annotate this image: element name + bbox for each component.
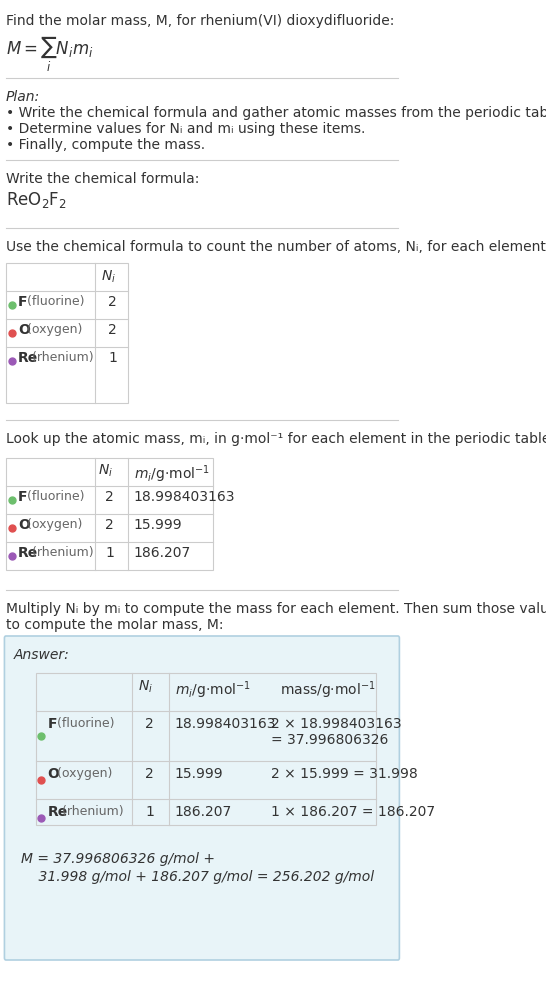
Bar xyxy=(35,673,376,825)
Text: $N_i$: $N_i$ xyxy=(138,679,152,696)
Text: F: F xyxy=(18,295,27,309)
Text: Re: Re xyxy=(48,805,68,819)
Text: 2 × 18.998403163: 2 × 18.998403163 xyxy=(271,717,401,731)
Text: 186.207: 186.207 xyxy=(134,546,191,560)
Text: O: O xyxy=(48,767,59,781)
Text: (oxygen): (oxygen) xyxy=(23,323,82,336)
Text: 1: 1 xyxy=(108,351,117,365)
Text: F: F xyxy=(18,490,27,504)
Text: Re: Re xyxy=(18,546,38,560)
Text: 18.998403163: 18.998403163 xyxy=(134,490,235,504)
Text: Write the chemical formula:: Write the chemical formula: xyxy=(6,172,199,186)
Text: 18.998403163: 18.998403163 xyxy=(175,717,276,731)
Text: Multiply Nᵢ by mᵢ to compute the mass for each element. Then sum those values: Multiply Nᵢ by mᵢ to compute the mass fo… xyxy=(6,602,546,616)
Text: O: O xyxy=(18,323,29,337)
Text: (fluorine): (fluorine) xyxy=(23,490,85,503)
Bar xyxy=(6,263,128,403)
Text: $N_i$: $N_i$ xyxy=(100,269,116,286)
Text: $N_i$: $N_i$ xyxy=(98,463,114,479)
Text: • Determine values for Nᵢ and mᵢ using these items.: • Determine values for Nᵢ and mᵢ using t… xyxy=(6,122,365,136)
Text: 1: 1 xyxy=(145,805,154,819)
Text: $m_i$/g·mol$^{-1}$: $m_i$/g·mol$^{-1}$ xyxy=(175,679,251,700)
Text: Answer:: Answer: xyxy=(13,648,69,662)
Text: 2: 2 xyxy=(105,518,114,532)
Text: $M = \sum_i N_i m_i$: $M = \sum_i N_i m_i$ xyxy=(6,34,93,74)
Text: 31.998 g/mol + 186.207 g/mol = 256.202 g/mol: 31.998 g/mol + 186.207 g/mol = 256.202 g… xyxy=(21,870,374,884)
Text: (fluorine): (fluorine) xyxy=(23,295,85,308)
Bar xyxy=(6,458,213,570)
Text: to compute the molar mass, M:: to compute the molar mass, M: xyxy=(6,618,223,632)
Text: Look up the atomic mass, mᵢ, in g·mol⁻¹ for each element in the periodic table:: Look up the atomic mass, mᵢ, in g·mol⁻¹ … xyxy=(6,432,546,446)
Text: 186.207: 186.207 xyxy=(175,805,232,819)
Text: F: F xyxy=(48,717,57,731)
Text: 15.999: 15.999 xyxy=(175,767,223,781)
Text: O: O xyxy=(18,518,29,532)
FancyBboxPatch shape xyxy=(4,636,399,960)
Text: mass/g·mol$^{-1}$: mass/g·mol$^{-1}$ xyxy=(280,679,375,700)
Text: Use the chemical formula to count the number of atoms, Nᵢ, for each element:: Use the chemical formula to count the nu… xyxy=(6,240,546,254)
Text: Re: Re xyxy=(18,351,38,365)
Text: (rhenium): (rhenium) xyxy=(28,351,94,364)
Text: 15.999: 15.999 xyxy=(134,518,182,532)
Text: • Write the chemical formula and gather atomic masses from the periodic table.: • Write the chemical formula and gather … xyxy=(6,106,546,120)
Text: M = 37.996806326 g/mol +: M = 37.996806326 g/mol + xyxy=(21,852,215,866)
Text: 1 × 186.207 = 186.207: 1 × 186.207 = 186.207 xyxy=(271,805,435,819)
Text: • Finally, compute the mass.: • Finally, compute the mass. xyxy=(6,138,205,152)
Text: Plan:: Plan: xyxy=(6,90,40,104)
Text: 2 × 15.999 = 31.998: 2 × 15.999 = 31.998 xyxy=(271,767,418,781)
Text: $m_i$/g·mol$^{-1}$: $m_i$/g·mol$^{-1}$ xyxy=(134,463,210,484)
Text: 1: 1 xyxy=(105,546,114,560)
Text: = 37.996806326: = 37.996806326 xyxy=(271,733,388,747)
Text: (rhenium): (rhenium) xyxy=(58,805,123,818)
Text: (oxygen): (oxygen) xyxy=(52,767,112,780)
Text: $\mathrm{ReO_2F_2}$: $\mathrm{ReO_2F_2}$ xyxy=(6,190,67,210)
Text: 2: 2 xyxy=(108,295,117,309)
Text: 2: 2 xyxy=(105,490,114,504)
Text: 2: 2 xyxy=(145,717,154,731)
Text: Find the molar mass, M, for rhenium(VI) dioxydifluoride:: Find the molar mass, M, for rhenium(VI) … xyxy=(6,14,394,28)
Text: (rhenium): (rhenium) xyxy=(28,546,94,559)
Text: (oxygen): (oxygen) xyxy=(23,518,82,531)
Text: 2: 2 xyxy=(145,767,154,781)
Text: 2: 2 xyxy=(108,323,117,337)
Text: (fluorine): (fluorine) xyxy=(52,717,114,730)
